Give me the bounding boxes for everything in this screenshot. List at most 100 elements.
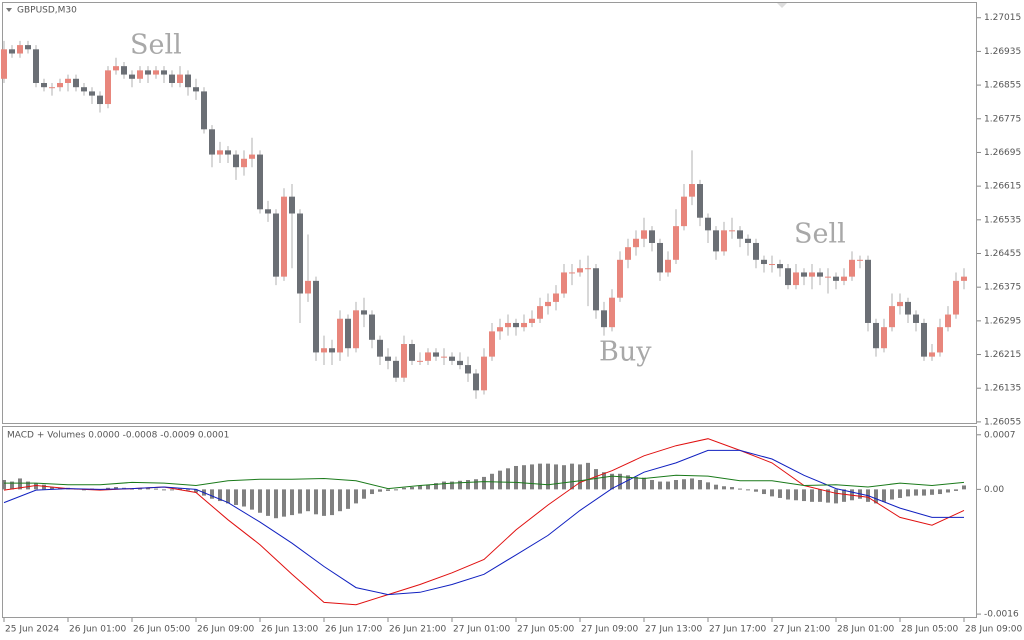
histogram-bar <box>922 489 926 496</box>
histogram-bar <box>562 465 566 490</box>
histogram-bar <box>258 489 262 513</box>
histogram-bar <box>802 489 806 502</box>
candle-body <box>777 264 783 269</box>
candle-body <box>89 91 95 96</box>
candle-body <box>913 314 919 323</box>
histogram-bar <box>370 489 374 495</box>
histogram-bar <box>650 480 654 490</box>
candle-body <box>553 293 559 302</box>
candle-body <box>657 242 663 273</box>
candle-body <box>281 196 287 277</box>
histogram-bar <box>290 489 294 516</box>
histogram-bar <box>106 487 110 490</box>
x-tick-label: 28 Jun 05:00 <box>901 625 958 635</box>
candle-body <box>681 196 687 227</box>
histogram-bar <box>546 463 550 490</box>
x-tick-label: 25 Jun 2024 <box>5 625 59 635</box>
candle-body <box>313 280 319 353</box>
y-tick-label: 1.26535 <box>984 215 1021 225</box>
candle-body <box>233 154 239 168</box>
histogram-bar <box>458 480 462 490</box>
histogram-bar <box>178 488 182 490</box>
histogram-bar <box>610 473 614 490</box>
histogram-bar <box>658 481 662 490</box>
candle-body <box>25 45 31 50</box>
histogram-bar <box>346 489 350 509</box>
histogram-bar <box>578 464 582 490</box>
histogram-bar <box>642 477 646 490</box>
candle-body <box>873 322 879 349</box>
candle-body <box>649 230 655 243</box>
candle-body <box>521 322 527 328</box>
candle-body <box>433 352 439 357</box>
x-tick-label: 27 Jun 01:00 <box>453 625 510 635</box>
histogram-bar <box>466 480 470 490</box>
candle-body <box>369 314 375 340</box>
candle-body <box>361 310 367 315</box>
histogram-bar <box>754 489 758 492</box>
y-tick-label: 1.27015 <box>984 13 1021 23</box>
candle-body <box>489 331 495 357</box>
x-tick-label: 26 Jun 05:00 <box>133 625 190 635</box>
annotation: Sell <box>130 30 182 61</box>
histogram-bar <box>426 484 430 490</box>
menu-arrow[interactable] <box>6 8 12 12</box>
histogram-bar <box>690 478 694 490</box>
candle-body <box>329 348 335 353</box>
candle-body <box>545 301 551 307</box>
candle-body <box>921 322 927 357</box>
candle-body <box>33 49 39 83</box>
histogram-bar <box>474 479 478 490</box>
candle-body <box>481 356 487 391</box>
histogram-bar <box>714 484 718 490</box>
y-tick-label: 1.26215 <box>984 350 1021 360</box>
histogram-bar <box>186 489 190 491</box>
candle-body <box>417 360 423 362</box>
candle-body <box>241 158 247 168</box>
histogram-bar <box>506 468 510 490</box>
histogram-bar <box>18 478 22 490</box>
candle-body <box>745 238 751 243</box>
candle-body <box>209 129 215 155</box>
histogram-bar <box>114 487 118 490</box>
histogram-bar <box>338 489 342 512</box>
candle-body <box>457 360 463 366</box>
histogram-bar <box>234 489 238 505</box>
candle-body <box>673 226 679 260</box>
histogram-bar <box>570 463 574 490</box>
histogram-bar <box>914 489 918 496</box>
histogram-bar <box>930 489 934 495</box>
histogram-bar <box>194 489 198 493</box>
histogram-bar <box>954 489 958 491</box>
y-tick-label: 1.26855 <box>984 81 1021 91</box>
histogram-bar <box>26 481 30 490</box>
histogram-bar <box>162 489 166 491</box>
y-tick-label: 1.26375 <box>984 283 1021 293</box>
candle-body <box>169 74 175 83</box>
histogram-bar <box>354 489 358 504</box>
x-tick-label: 27 Jun 13:00 <box>645 625 702 635</box>
histogram-bar <box>394 489 398 491</box>
candle-body <box>497 327 503 332</box>
candle-body <box>401 344 407 378</box>
histogram-bar <box>34 483 38 490</box>
candle-body <box>225 150 231 155</box>
histogram-bar <box>898 489 902 498</box>
x-tick-label: 27 Jun 21:00 <box>773 625 830 635</box>
symbol-title: GBPUSD,M30 <box>17 6 77 16</box>
candle-body <box>721 230 727 252</box>
candle-body <box>57 82 63 88</box>
candle-body <box>793 272 799 286</box>
candle-body <box>617 259 623 298</box>
histogram-bar <box>306 489 310 512</box>
candle-body <box>817 272 823 277</box>
histogram-bar <box>450 481 454 490</box>
histogram-bar <box>442 481 446 490</box>
x-tick-label: 26 Jun 01:00 <box>69 625 126 635</box>
x-tick-label: 28 Jun 09:00 <box>965 625 1022 635</box>
candle-body <box>641 230 647 239</box>
candle-body <box>321 348 327 353</box>
histogram-bar <box>50 487 54 490</box>
histogram-bar <box>586 462 590 490</box>
candle-body <box>953 280 959 315</box>
